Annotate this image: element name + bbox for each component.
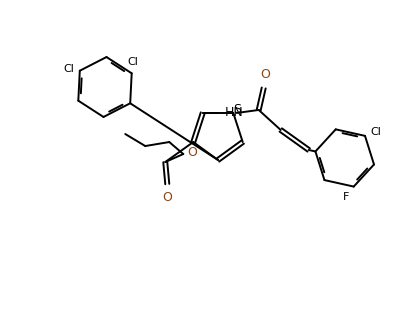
Text: F: F [343,192,350,202]
Text: O: O [162,191,172,204]
Text: O: O [187,145,197,158]
Text: Cl: Cl [370,127,381,137]
Text: S: S [233,104,241,116]
Text: Cl: Cl [127,57,138,67]
Text: HN: HN [225,106,244,119]
Text: O: O [260,68,270,81]
Text: Cl: Cl [63,64,74,74]
